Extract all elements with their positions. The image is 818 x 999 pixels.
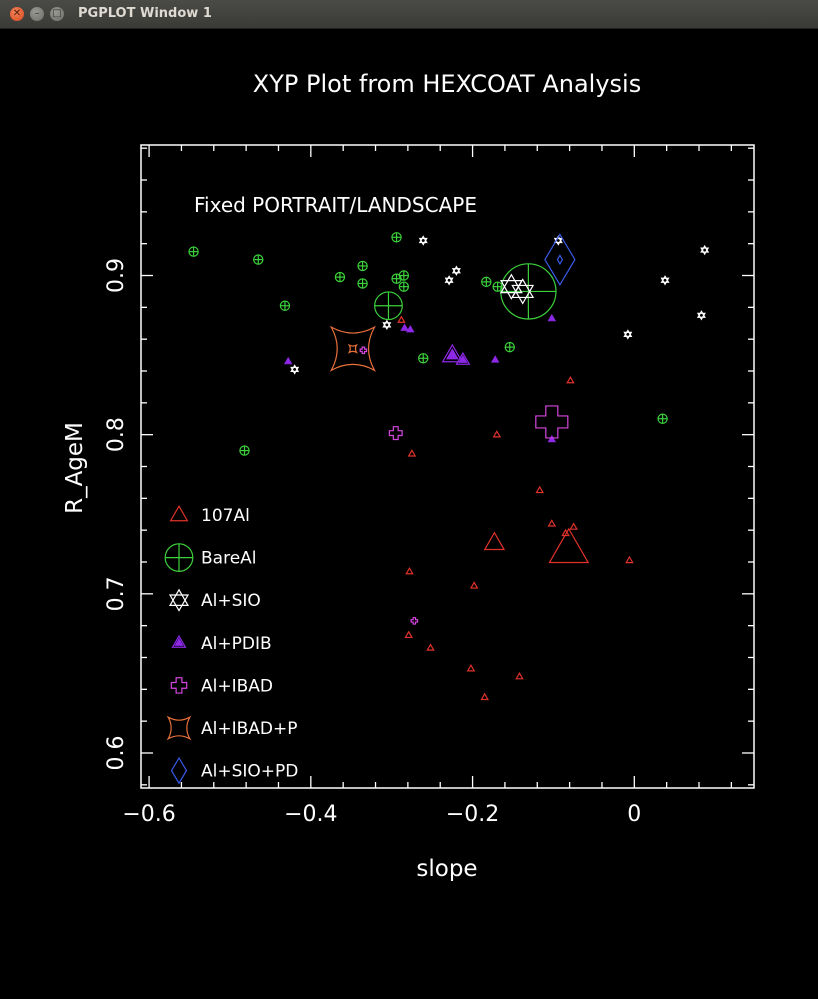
- data-point: [405, 566, 414, 575]
- data-point: [700, 244, 710, 256]
- data-point: [382, 319, 392, 331]
- legend-label: Al+SIO+PD: [201, 762, 298, 782]
- axis-tick-labels: −0.6 −0.4 −0.2 0 0.6 0.7 0.8 0.9: [104, 258, 641, 827]
- data-point: [492, 430, 502, 438]
- window-title: PGPLOT Window 1: [78, 6, 212, 21]
- data-point: [398, 281, 410, 292]
- y-tick-label: 0.9: [104, 258, 129, 293]
- legend-label: 107Al: [201, 506, 250, 526]
- data-point: [623, 329, 633, 340]
- data-point: [441, 343, 464, 363]
- y-tick-label: 0.6: [104, 735, 129, 770]
- data-point: [547, 519, 557, 527]
- data-point: [359, 346, 368, 355]
- data-point: [544, 233, 576, 286]
- legend: 107Al BareAl Al+SIO Al+PDIB Al+IBAD Al+IBAD+P…: [164, 504, 298, 785]
- data-point: [334, 271, 346, 283]
- data-point: [556, 254, 564, 265]
- data-point: [391, 273, 402, 284]
- chart-subtitle: Fixed PORTRAIT/LANDSCAPE: [194, 193, 477, 217]
- legend-label: Al+IBAD: [201, 676, 273, 696]
- legend-marker: [171, 634, 187, 648]
- data-point: [406, 325, 415, 333]
- data-point: [481, 276, 492, 288]
- data-point: [404, 630, 413, 639]
- axis-ticks: [141, 145, 754, 788]
- data-point: [357, 260, 368, 272]
- data-point: [290, 364, 300, 375]
- data-point: [444, 275, 454, 286]
- data-point: [480, 692, 489, 701]
- legend-label: BareAl: [201, 549, 257, 569]
- data-point: [466, 664, 476, 672]
- data-point: [397, 315, 406, 323]
- data-point: [329, 325, 377, 372]
- data-point: [469, 581, 479, 589]
- legend-marker: [168, 588, 190, 612]
- x-tick-label: −0.6: [122, 802, 175, 827]
- data-point: [490, 355, 500, 363]
- data-point: [426, 643, 435, 651]
- legend-marker: [164, 543, 194, 572]
- data-point: [398, 270, 410, 281]
- data-point: [418, 235, 428, 246]
- x-tick-label: −0.4: [284, 802, 337, 827]
- data-point: [500, 263, 557, 320]
- data-point: [407, 449, 417, 457]
- legend-label: Al+PDIB: [201, 634, 272, 654]
- data-point: [535, 485, 544, 494]
- data-point: [347, 343, 359, 354]
- minimize-button[interactable]: –: [30, 7, 44, 21]
- data-point: [188, 246, 199, 257]
- legend-marker: [170, 677, 188, 694]
- data-point: [547, 434, 557, 443]
- legend-label: Al+IBAD+P: [201, 719, 298, 739]
- x-tick-label: −0.2: [446, 802, 499, 827]
- data-point: [535, 405, 569, 439]
- close-button[interactable]: ✕: [10, 7, 24, 21]
- minimize-icon: –: [34, 8, 40, 19]
- y-tick-label: 0.8: [104, 417, 129, 452]
- data-point: [569, 522, 578, 530]
- data-point: [547, 313, 557, 322]
- data-point: [566, 375, 575, 384]
- plot-canvas: XYP Plot from HEXCOAT Analysis Fixed POR…: [62, 70, 755, 882]
- data-point: [400, 323, 409, 331]
- data-point: [279, 300, 291, 311]
- data-point: [660, 275, 670, 286]
- data-point: [504, 341, 515, 353]
- data-point: [283, 356, 293, 365]
- maximize-icon: □: [52, 8, 62, 19]
- legend-marker: [169, 504, 189, 522]
- data-point: [625, 555, 634, 564]
- legend-label: Al+SIO: [201, 591, 261, 611]
- x-tick-label: 0: [627, 802, 641, 827]
- data-point: [515, 671, 524, 680]
- data-point: [388, 426, 403, 441]
- data-point: [455, 351, 471, 365]
- data-point: [451, 265, 461, 276]
- maximize-button[interactable]: □: [50, 7, 64, 21]
- data-point: [391, 232, 402, 243]
- data-point: [418, 353, 429, 364]
- y-axis-label: R_AgeM: [62, 422, 88, 514]
- y-tick-label: 0.7: [104, 576, 129, 611]
- chart-title: XYP Plot from HEXCOAT Analysis: [253, 70, 641, 98]
- x-axis-label: slope: [416, 856, 477, 882]
- data-point: [374, 291, 403, 321]
- close-icon: ✕: [12, 8, 22, 19]
- data-points: [188, 232, 710, 701]
- legend-marker: [170, 756, 188, 785]
- data-point: [239, 445, 250, 456]
- window-titlebar[interactable]: ✕ – □ PGPLOT Window 1: [0, 0, 818, 29]
- data-point: [511, 278, 535, 305]
- data-point: [410, 617, 419, 625]
- legend-marker: [166, 715, 192, 741]
- data-point: [696, 310, 706, 321]
- data-point: [357, 278, 368, 289]
- data-point: [483, 531, 506, 551]
- data-point: [253, 254, 264, 265]
- data-point: [548, 527, 590, 564]
- data-point: [657, 413, 668, 424]
